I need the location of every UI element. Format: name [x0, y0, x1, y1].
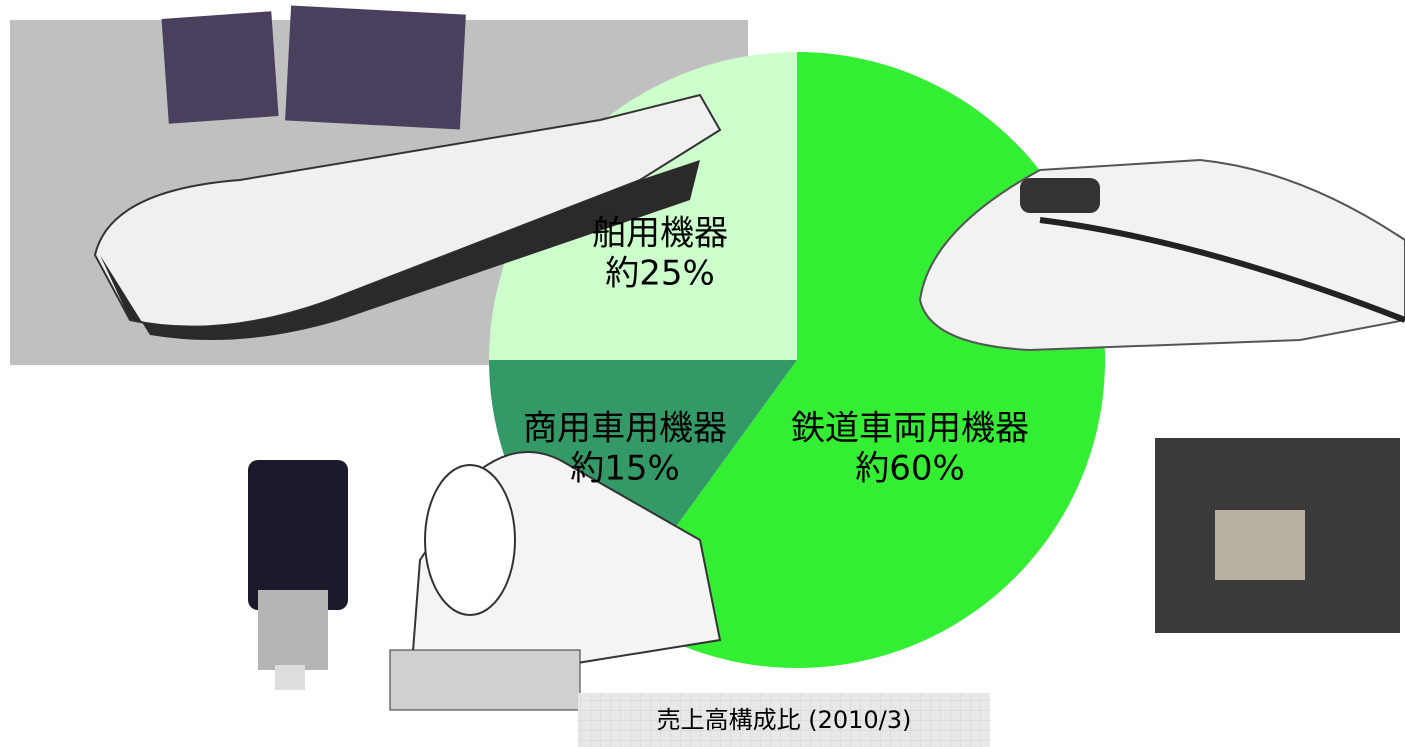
slice-value-label: 約15% [570, 449, 680, 489]
tank-end [424, 464, 516, 616]
chart-title: 売上高構成比 (2010/3) [657, 706, 912, 734]
train-window [1020, 178, 1100, 213]
control-panel [161, 11, 279, 124]
air-dryer [248, 460, 348, 610]
slice-value-label: 約25% [605, 254, 715, 294]
truck-front [389, 649, 581, 711]
slice-category-label: 商用車用機器 [523, 409, 727, 449]
slice-category-label: 舶用機器 [592, 214, 728, 254]
device-part [1215, 510, 1305, 580]
slice-value-label: 約60% [855, 449, 965, 489]
illustrations [93, 5, 1405, 711]
slice-category-label: 鉄道車両用機器 [791, 409, 1029, 449]
air-dryer-port [275, 665, 305, 690]
ship-deck [93, 93, 722, 328]
title-box [578, 693, 990, 747]
control-panel [285, 5, 466, 130]
train-stripe [1039, 217, 1405, 323]
air-dryer-valve [258, 590, 328, 670]
